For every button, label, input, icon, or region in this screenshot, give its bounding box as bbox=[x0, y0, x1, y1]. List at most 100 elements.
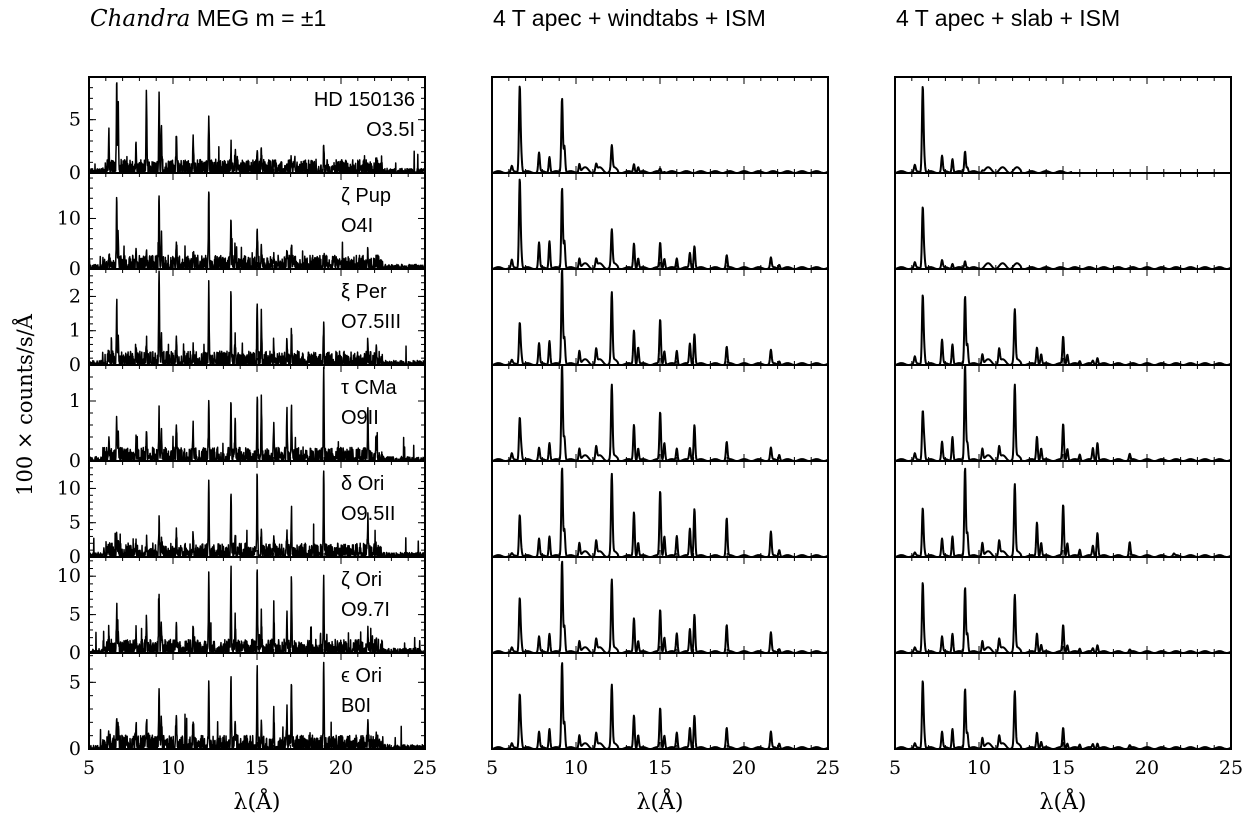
panel-windtabs-row-2 bbox=[491, 172, 829, 270]
spectrum-line-observed-7 bbox=[88, 661, 426, 750]
x-tick-label: 10 bbox=[564, 757, 588, 779]
y-tick-label: 5 bbox=[69, 604, 81, 626]
spectrum-line-observed-1 bbox=[88, 82, 426, 174]
panel-slab-row-6 bbox=[894, 556, 1232, 654]
x-axis-label-windtabs: λ(Å) bbox=[637, 787, 684, 815]
panel-slab-row-1 bbox=[894, 76, 1232, 174]
spectral-type-label: O9.5II bbox=[341, 503, 395, 525]
x-tick-label: 25 bbox=[816, 757, 840, 779]
y-tick-label: 0 bbox=[69, 738, 81, 760]
x-tick-label: 5 bbox=[486, 757, 498, 779]
spectrum-line-slab-4 bbox=[894, 365, 1232, 462]
panel-frame bbox=[491, 76, 829, 174]
spectral-type-label: O9.7I bbox=[341, 599, 390, 621]
panel-observed-row-1: 0 5 HD 150136 O3.5I bbox=[69, 76, 426, 184]
spectrum-line-observed-3 bbox=[88, 270, 426, 366]
star-name-label: τ CMa bbox=[341, 377, 398, 399]
spectrum-line-observed-4 bbox=[88, 366, 426, 462]
x-tick-label: 20 bbox=[1135, 757, 1159, 779]
x-tick-label: 15 bbox=[245, 757, 269, 779]
x-tick-label: 20 bbox=[732, 757, 756, 779]
y-tick-label: 0 bbox=[69, 546, 81, 568]
x-tick-label: 5 bbox=[889, 757, 901, 779]
panel-slab-row-4 bbox=[894, 364, 1232, 462]
y-tick-label: 1 bbox=[69, 320, 81, 342]
panel-frame bbox=[894, 172, 1232, 270]
panel-observed-row-3: 0 1 2 ξ Per O7.5III bbox=[69, 268, 426, 376]
spectrum-line-slab-6 bbox=[894, 582, 1232, 654]
y-tick-label: 5 bbox=[69, 671, 81, 693]
panel-windtabs-row-5 bbox=[491, 460, 829, 558]
panel-observed-row-6: 0 5 10 ζ Ori O9.7I bbox=[57, 556, 426, 664]
spectrum-line-windtabs-6 bbox=[491, 560, 829, 654]
star-name-label: HD 150136 bbox=[314, 89, 415, 111]
column-title-observed-prefix: Chandra bbox=[90, 6, 190, 32]
panel-windtabs-row-6 bbox=[491, 556, 829, 654]
y-tick-label: 1 bbox=[69, 390, 81, 412]
spectrum-line-observed-6 bbox=[88, 565, 426, 654]
panel-observed-row-4: 0 1 τ CMa O9II bbox=[69, 364, 426, 472]
spectral-type-label: B0I bbox=[341, 695, 371, 717]
column-title-slab: 4 T apec + slab + ISM bbox=[896, 5, 1120, 31]
y-tick-label: 0 bbox=[69, 354, 81, 376]
x-tick-label: 10 bbox=[967, 757, 991, 779]
panel-frame bbox=[491, 556, 829, 654]
x-tick-label: 25 bbox=[413, 757, 437, 779]
x-axis-label-slab: λ(Å) bbox=[1040, 787, 1087, 815]
spectral-type-label: O9II bbox=[341, 407, 379, 429]
panel-frame bbox=[491, 268, 829, 366]
spectrum-line-observed-5 bbox=[88, 470, 426, 558]
x-tick-label: 5 bbox=[83, 757, 95, 779]
column-title-observed: Chandra MEG m = ±1 bbox=[90, 5, 326, 32]
y-tick-label: 10 bbox=[57, 477, 81, 499]
y-tick-label: 0 bbox=[69, 162, 81, 184]
spectrum-line-windtabs-1 bbox=[491, 85, 829, 174]
star-name-label: ϵ Ori bbox=[341, 665, 382, 687]
panel-slab-row-7 bbox=[894, 652, 1232, 750]
y-axis-label: 100 × counts/s/Å bbox=[12, 313, 37, 496]
panel-windtabs-row-4 bbox=[491, 364, 829, 462]
spectrum-line-windtabs-4 bbox=[491, 364, 829, 462]
star-name-label: ζ Pup bbox=[341, 185, 391, 207]
spectral-type-label: O3.5I bbox=[366, 119, 415, 141]
x-tick-label: 10 bbox=[161, 757, 185, 779]
column-title-observed-main: MEG m = ±1 bbox=[190, 5, 326, 31]
spectrum-line-slab-5 bbox=[894, 467, 1232, 558]
y-tick-label: 5 bbox=[69, 109, 81, 131]
x-tick-label: 20 bbox=[329, 757, 353, 779]
y-tick-label: 0 bbox=[69, 642, 81, 664]
y-tick-label: 10 bbox=[57, 565, 81, 587]
spectrum-line-windtabs-7 bbox=[491, 662, 829, 750]
x-tick-label: 15 bbox=[1051, 757, 1075, 779]
column-titles: Chandra MEG m = ±1 4 T apec + windtabs +… bbox=[90, 5, 1120, 32]
y-tick-label: 5 bbox=[69, 512, 81, 534]
panel-observed-row-5: 0 5 10 δ Ori O9.5II bbox=[57, 460, 426, 568]
spectral-type-label: O7.5III bbox=[341, 311, 401, 333]
star-name-label: ζ Ori bbox=[341, 569, 382, 591]
x-tick-label: 15 bbox=[648, 757, 672, 779]
spectrum-line-slab-2 bbox=[894, 206, 1232, 270]
panel-slab-row-5 bbox=[894, 460, 1232, 558]
x-tick-label: 25 bbox=[1219, 757, 1243, 779]
y-tick-label: 10 bbox=[57, 207, 81, 229]
panel-observed-row-7: 0 5 ϵ Ori B0I bbox=[69, 652, 426, 760]
spectrum-line-slab-1 bbox=[894, 85, 1232, 174]
y-tick-label: 0 bbox=[69, 450, 81, 472]
panel-frame bbox=[894, 76, 1232, 174]
panel-windtabs-row-3 bbox=[491, 268, 829, 366]
x-axis-label-observed: λ(Å) bbox=[234, 787, 281, 815]
panel-observed-row-2: 0 10 ζ Pup O4I bbox=[57, 172, 426, 280]
star-name-label: ξ Per bbox=[341, 281, 387, 303]
spectrum-line-slab-3 bbox=[894, 294, 1232, 366]
spectrum-line-slab-7 bbox=[894, 680, 1232, 750]
spectrum-line-windtabs-3 bbox=[491, 268, 829, 366]
spectrum-line-windtabs-2 bbox=[491, 178, 829, 270]
panel-windtabs-row-7 bbox=[491, 652, 829, 750]
spectral-type-label: O4I bbox=[341, 215, 373, 237]
star-name-label: δ Ori bbox=[341, 473, 384, 495]
column-title-windtabs: 4 T apec + windtabs + ISM bbox=[493, 5, 766, 31]
panel-windtabs-row-1 bbox=[491, 76, 829, 174]
spectrum-line-windtabs-5 bbox=[491, 467, 829, 558]
